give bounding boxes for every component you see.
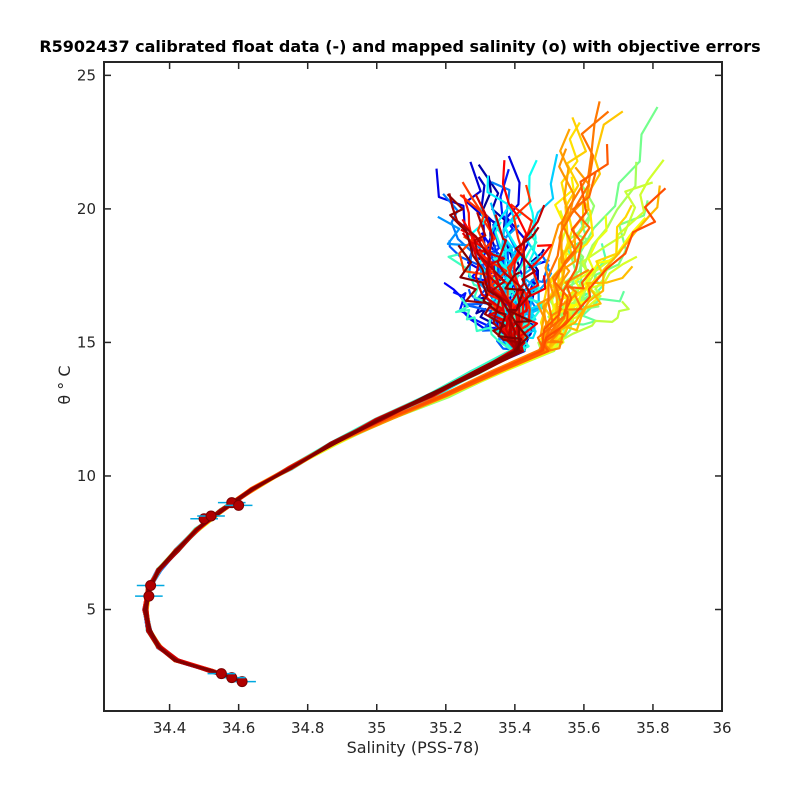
profile-lines	[142, 101, 667, 684]
x-tick-label: 34.8	[291, 719, 324, 737]
mapped-point-1	[236, 676, 248, 688]
plot-frame	[103, 61, 723, 712]
axes	[103, 61, 723, 712]
x-tick-label: 35.8	[636, 719, 669, 737]
x-tick-label: 35	[367, 719, 386, 737]
y-tick-label: 15	[77, 333, 96, 351]
mapped-point-4	[143, 590, 155, 602]
x-tick-label: 35.4	[498, 719, 531, 737]
y-axis-label: θ ° C	[55, 365, 74, 404]
y-tick-label: 5	[86, 601, 96, 619]
mapped-point-5	[145, 579, 157, 591]
x-tick-label: 35.2	[429, 719, 462, 737]
mapped-point-3	[215, 668, 227, 680]
y-tick-label: 10	[77, 467, 96, 485]
y-tick-label: 25	[77, 66, 96, 84]
x-axis-label: Salinity (PSS-78)	[347, 738, 480, 757]
mapped-salinity-markers	[135, 497, 256, 688]
chart-title: R5902437 calibrated float data (-) and m…	[39, 37, 760, 56]
profile-line-120	[145, 244, 522, 683]
x-tick-label: 34.4	[153, 719, 186, 737]
mapped-point-9	[233, 499, 245, 511]
x-tick-label: 36	[712, 719, 731, 737]
x-tick-label: 35.6	[567, 719, 600, 737]
x-tick-label: 34.6	[222, 719, 255, 737]
x-axis-ticks: 34.4 34.6 34.8 35 35.2 35.4 35.6 35.8 36	[153, 62, 732, 737]
y-tick-label: 20	[77, 200, 96, 218]
y-axis-ticks: 5 10 15 20 25	[77, 66, 722, 619]
mapped-point-7	[205, 510, 217, 522]
mapped-point-2	[226, 672, 238, 684]
